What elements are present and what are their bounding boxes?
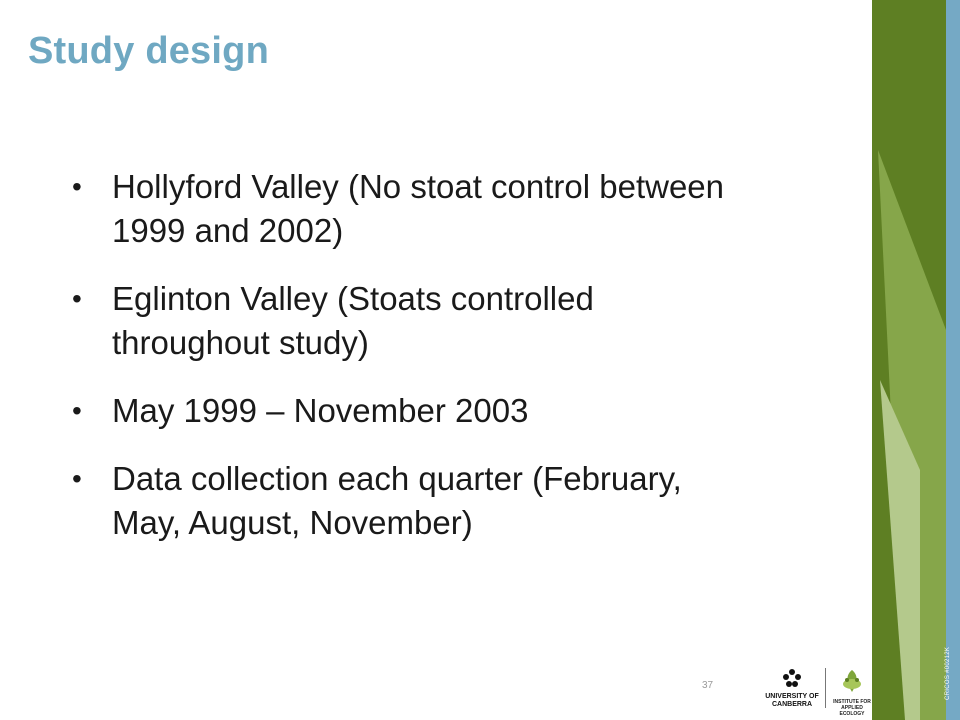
bullet-icon: •	[72, 463, 82, 494]
bullet-text: Data collection each quarter (February, …	[112, 460, 682, 541]
frog-leaf-icon	[843, 670, 861, 692]
institute-for-applied-ecology-logo: INSTITUTE FOR APPLIED ECOLOGY	[830, 668, 874, 717]
bullet-text: Eglinton Valley (Stoats controlled throu…	[112, 280, 594, 361]
bullet-icon: •	[72, 395, 82, 426]
uc-logo-text-line1: UNIVERSITY OF	[765, 693, 819, 700]
cricos-watermark: CRICOS #00212K	[945, 646, 951, 700]
green-panel-light	[880, 380, 920, 720]
green-panel-dark	[872, 0, 946, 720]
uc-logo-text-line2: CANBERRA	[771, 701, 813, 708]
bullet-icon: •	[72, 283, 82, 314]
blue-edge-stripe	[946, 0, 960, 720]
bullet-item: • Hollyford Valley (No stoat control bet…	[72, 165, 752, 253]
uc-emblem-icon	[783, 669, 801, 687]
university-of-canberra-logo: UNIVERSITY OF CANBERRA	[764, 668, 820, 712]
slide-title: Study design	[28, 30, 269, 72]
bullet-item: • Eglinton Valley (Stoats controlled thr…	[72, 277, 752, 365]
bullet-item: • May 1999 – November 2003	[72, 389, 752, 433]
bullet-icon: •	[72, 171, 82, 202]
bullet-text: May 1999 – November 2003	[112, 392, 529, 429]
logo-divider	[825, 668, 826, 708]
bullet-list: • Hollyford Valley (No stoat control bet…	[72, 165, 752, 569]
page-number: 37	[702, 680, 714, 691]
green-panel-mid	[878, 150, 946, 720]
iae-logo-text-line2: APPLIED ECOLOGY	[839, 705, 865, 717]
bullet-text: Hollyford Valley (No stoat control betwe…	[112, 168, 725, 249]
bullet-item: • Data collection each quarter (February…	[72, 457, 752, 545]
iae-logo-text-line1: INSTITUTE FOR	[833, 699, 871, 705]
